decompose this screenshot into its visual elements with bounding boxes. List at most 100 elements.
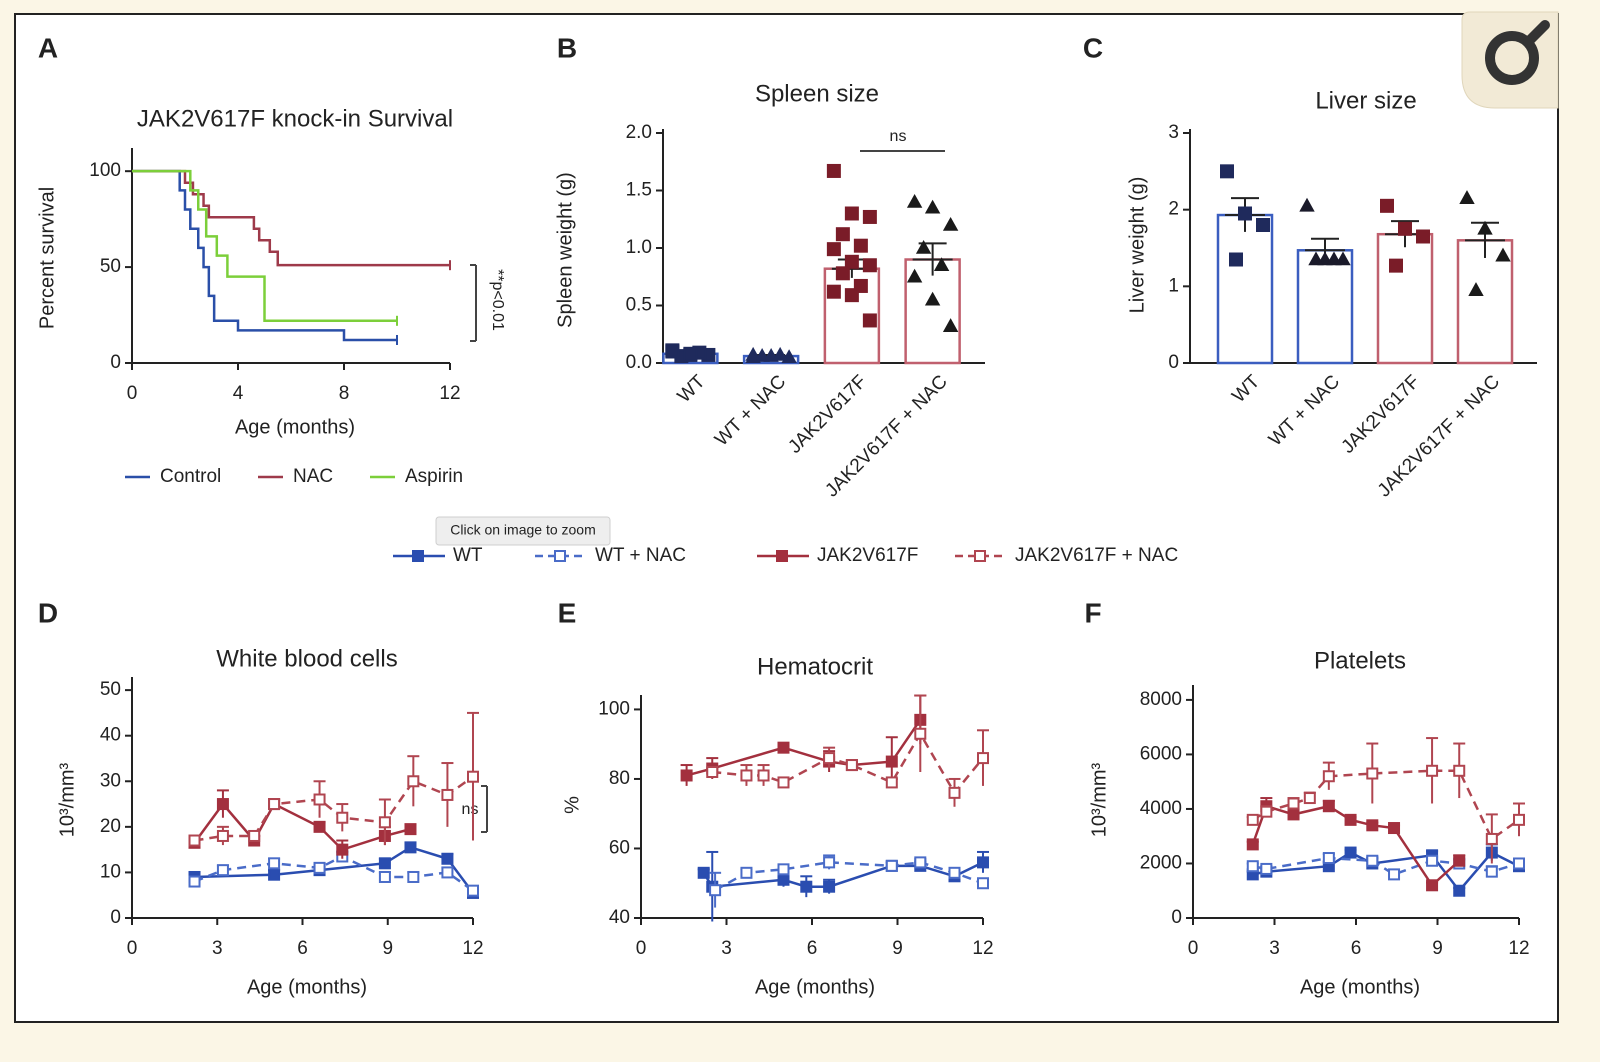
data-point	[683, 347, 698, 362]
data-point	[948, 786, 961, 799]
y-tick-label: 0.0	[626, 352, 652, 373]
y-axis-label: 10³/mm³	[56, 762, 78, 837]
data-point	[1426, 854, 1439, 867]
data-point	[1453, 764, 1466, 777]
data-point	[1326, 251, 1342, 266]
data-point	[933, 257, 950, 272]
data-point	[467, 884, 479, 897]
data-point	[772, 346, 788, 361]
x-tick-label: 9	[1432, 938, 1443, 959]
zoom-icon[interactable]	[1461, 11, 1559, 109]
tooltip: Click on image to zoom	[435, 516, 611, 546]
data-point	[924, 199, 941, 214]
annotation: **p<0.01	[489, 269, 506, 331]
data-point	[188, 875, 201, 888]
data-point	[1322, 770, 1335, 783]
data-point	[248, 829, 261, 842]
data-point	[1495, 247, 1511, 262]
bar	[1216, 213, 1274, 365]
y-tick-label: 50	[100, 679, 121, 700]
data-point	[915, 239, 932, 254]
data-point	[1322, 800, 1335, 813]
data-point	[1426, 764, 1439, 777]
data-point	[378, 870, 391, 883]
legend-label: Control	[160, 466, 221, 487]
x-tick-label: 12	[462, 938, 483, 959]
data-point	[948, 866, 961, 879]
data-point	[1366, 854, 1379, 867]
y-tick-label: 3	[1168, 122, 1179, 143]
y-tick-label: 8000	[1140, 689, 1182, 710]
y-tick-label: 20	[100, 816, 121, 837]
data-point	[1485, 832, 1498, 845]
y-tick-label: 100	[598, 698, 630, 719]
data-point	[1220, 164, 1234, 179]
data-point	[745, 349, 761, 364]
y-tick-label: 50	[100, 256, 121, 277]
x-tick-label: 0	[636, 938, 647, 959]
data-point	[885, 776, 898, 789]
data-point	[942, 216, 959, 231]
data-point	[1246, 860, 1259, 873]
x-tick-label: 0	[127, 938, 138, 959]
data-point	[336, 811, 349, 824]
data-point	[407, 775, 420, 788]
data-point	[1287, 808, 1300, 821]
y-tick-label: 10	[100, 861, 121, 882]
data-point	[1453, 884, 1466, 897]
data-point	[268, 857, 281, 870]
data-point	[441, 788, 454, 801]
data-point	[216, 829, 229, 842]
chart-title: Spleen size	[755, 80, 879, 107]
data-point	[1229, 252, 1243, 267]
chart-title: Hematocrit	[757, 653, 873, 680]
data-point	[706, 766, 719, 778]
data-point	[1246, 813, 1259, 826]
data-point	[823, 856, 836, 869]
panel-letter: E	[558, 597, 577, 628]
data-point	[1260, 862, 1273, 875]
y-axis-label: Percent survival	[36, 187, 58, 329]
chart-title: Liver size	[1315, 87, 1416, 114]
data-point	[268, 798, 281, 811]
data-point	[914, 856, 927, 869]
data-point	[1344, 846, 1357, 859]
data-point	[1344, 813, 1357, 826]
y-tick-label: 0	[110, 352, 121, 373]
data-point	[885, 859, 898, 872]
x-tick-label: 3	[1269, 938, 1280, 959]
y-axis-label: Liver weight (g)	[1126, 177, 1148, 314]
data-point	[467, 770, 479, 783]
x-tick-label: 12	[972, 938, 993, 959]
y-tick-label: 2000	[1140, 852, 1182, 873]
y-axis-label: %	[561, 796, 583, 814]
panel-letter: B	[557, 32, 577, 63]
data-point	[1287, 797, 1300, 810]
data-point	[844, 254, 859, 269]
legend-label: WT + NAC	[595, 545, 686, 566]
data-point	[378, 857, 391, 870]
data-point	[1426, 879, 1439, 892]
data-point	[1388, 822, 1401, 835]
data-point	[313, 820, 326, 833]
chart-title: Platelets	[1314, 647, 1406, 674]
data-point	[216, 864, 229, 877]
legend-label: JAK2V617F + NAC	[1015, 545, 1178, 566]
data-point	[844, 288, 859, 303]
data-point	[1416, 229, 1430, 244]
x-tick-label: 6	[297, 938, 308, 959]
legend-marker	[776, 550, 788, 562]
bar	[1376, 232, 1434, 365]
data-point	[1238, 206, 1252, 221]
data-point	[1459, 190, 1475, 204]
data-point	[862, 209, 877, 224]
x-tick-label: 6	[1351, 938, 1362, 959]
y-tick-label: 40	[100, 725, 121, 746]
data-point	[313, 861, 326, 874]
data-point	[1366, 767, 1379, 780]
x-tick-label: 4	[233, 383, 244, 404]
data-point	[977, 856, 989, 869]
data-point	[1256, 218, 1270, 232]
data-point	[1366, 819, 1379, 832]
